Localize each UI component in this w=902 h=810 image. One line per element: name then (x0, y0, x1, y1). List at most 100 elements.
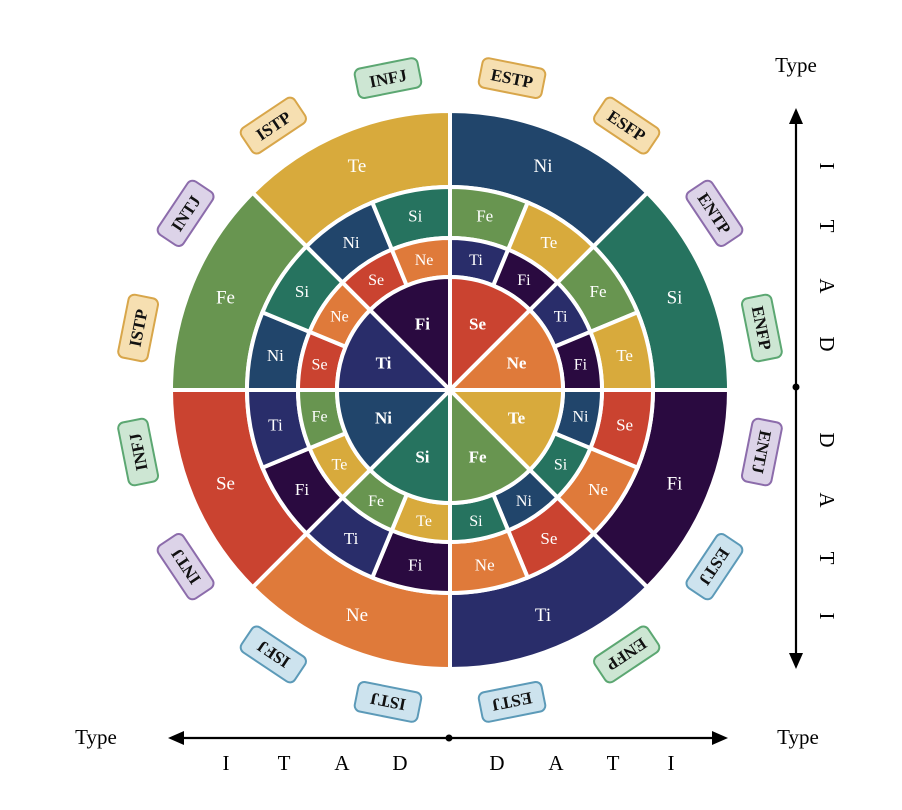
horizontal-axis-letter: A (334, 751, 350, 775)
horizontal-axis-letter: A (548, 751, 564, 775)
second-ring-label: Fe (590, 282, 607, 301)
second-ring-label: Se (540, 529, 557, 548)
third-ring-label: Ne (415, 252, 434, 269)
vertical-axis-letter: T (815, 552, 839, 565)
third-ring-label: Ti (469, 252, 483, 269)
type-tag: ESTJ (685, 533, 744, 601)
second-ring-label: Si (295, 282, 309, 301)
horizontal-axis-letter: T (607, 751, 620, 775)
type-tag: INTJ (156, 179, 215, 247)
vertical-axis-letter: I (815, 613, 839, 620)
horizontal-axis: Type Type I T A D D A T I (75, 725, 819, 775)
type-tag-box (477, 680, 547, 723)
type-tag-box (117, 293, 160, 363)
outer-ring-label: Fi (667, 474, 683, 495)
type-tag-box (117, 417, 160, 487)
second-ring-label: Fi (295, 480, 309, 499)
center-ring-segment-si (367, 385, 452, 506)
vertical-axis-letter: I (815, 163, 839, 170)
vertical-axis-letter: D (815, 336, 839, 351)
center-ring-label: Ti (376, 353, 392, 372)
type-tag: ISTP (117, 293, 160, 363)
type-tag-box (685, 533, 744, 601)
vertical-axis-letter: D (815, 432, 839, 447)
horizontal-axis-letter: D (392, 751, 407, 775)
third-ring-label: Ni (572, 409, 589, 426)
type-tag-box (740, 417, 783, 487)
type-tag: ESTJ (477, 680, 547, 723)
horizontal-axis-right-title: Type (777, 725, 819, 749)
vertical-axis-letter: T (815, 220, 839, 233)
outer-ring-label: Se (216, 474, 235, 495)
third-ring-label: Si (469, 513, 483, 530)
horizontal-axis-left-title: Type (75, 725, 117, 749)
center-ring-label: Fi (415, 314, 430, 333)
arrow-down-icon (789, 653, 803, 669)
type-tag: ISFJ (239, 625, 307, 684)
third-ring-label: Te (332, 456, 348, 473)
center-ring-label: Si (415, 447, 429, 466)
outer-ring-label: Si (667, 288, 683, 309)
arrow-left-icon (168, 731, 184, 745)
vertical-axis-midpoint (792, 383, 800, 391)
center-ring-segment-ni (334, 388, 455, 473)
second-ring-label: Fi (408, 556, 422, 575)
type-tag-box (593, 96, 661, 155)
second-ring-label: Fe (476, 206, 493, 225)
type-tag: ENTP (685, 179, 744, 247)
center-ring-label: Se (469, 314, 486, 333)
type-tag-box (593, 625, 661, 684)
type-tag-box (353, 680, 423, 723)
vertical-axis-title: Type (775, 53, 817, 77)
center-ring-label: Fe (469, 447, 487, 466)
third-ring-label: Ni (516, 493, 533, 510)
horizontal-axis-letter: T (278, 751, 291, 775)
vertical-axis: Type I T A D D A T I (775, 53, 839, 669)
wheel-rings: Ni Si Fi Ti Ne Se Fe Te Fe Te Fe Te Se Ne Se Ne Fi Ti Fi Ti… (168, 108, 732, 672)
horizontal-axis-letter: I (223, 751, 230, 775)
horizontal-axis-letter: I (668, 751, 675, 775)
arrow-right-icon (712, 731, 728, 745)
type-tag: ISTJ (353, 680, 423, 723)
horizontal-axis-letter: D (489, 751, 504, 775)
third-ring-label: Fe (312, 409, 328, 426)
type-tag: ESTP (477, 57, 547, 100)
outer-ring-label: Ne (346, 605, 368, 626)
second-ring-label: Te (541, 233, 558, 252)
third-ring-label: Fe (368, 493, 384, 510)
second-ring-label: Se (616, 416, 633, 435)
third-ring-label: Fi (574, 357, 588, 374)
center-ring-segment-te (445, 388, 566, 473)
type-tag: ESFP (593, 96, 661, 155)
type-tag-box (239, 96, 307, 155)
outer-ring-label: Ti (535, 605, 551, 626)
center-ring-segment-fe (448, 385, 533, 506)
center-ring-label: Ni (375, 409, 392, 428)
type-tag-box (156, 533, 215, 601)
vertical-axis-letter: A (815, 492, 839, 508)
third-ring-label: Ne (330, 309, 349, 326)
second-ring-label: Ne (588, 480, 608, 499)
arrow-up-icon (789, 108, 803, 124)
type-tag-box (685, 179, 744, 247)
center-ring-label: Ne (507, 353, 527, 372)
center-ring-label: Te (508, 409, 526, 428)
type-tag-box (353, 57, 423, 100)
third-ring-label: Se (312, 357, 328, 374)
type-tag-box (156, 179, 215, 247)
outer-ring-label: Te (348, 156, 367, 177)
second-ring-label: Ni (343, 233, 360, 252)
center-ring-segment-fi (367, 274, 452, 395)
type-tag: ENFP (593, 625, 661, 684)
type-tag-box (239, 625, 307, 684)
second-ring-label: Te (616, 346, 633, 365)
center-ring-segment-ti (334, 307, 455, 392)
third-ring-label: Ti (554, 309, 568, 326)
outer-ring-label: Fe (216, 288, 235, 309)
type-tag: INFJ (353, 57, 423, 100)
type-tag: INFJ (117, 417, 160, 487)
outer-ring-label: Ni (533, 156, 552, 177)
vertical-axis-letter: A (815, 278, 839, 294)
third-ring-label: Si (554, 456, 568, 473)
